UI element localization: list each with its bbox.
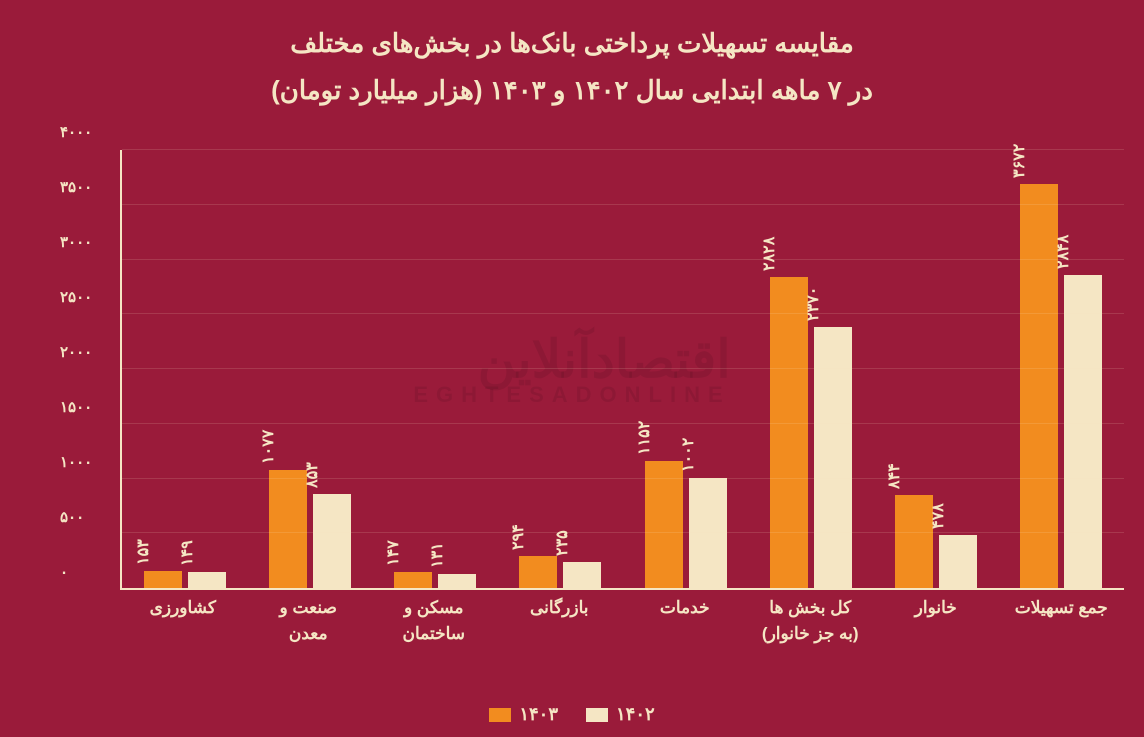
bar-value-label: ۴۷۸ — [928, 504, 948, 530]
bar: ۲۹۴ — [519, 556, 557, 588]
y-tick: ۵۰۰ — [60, 508, 110, 526]
bar-value-label: ۱۱۵۲ — [634, 421, 654, 455]
y-tick: ۴۰۰۰ — [60, 123, 110, 141]
grid-line — [122, 478, 1124, 479]
bar-value-label: ۲۸۲۸ — [759, 237, 779, 271]
bar-value-label: ۱۴۷ — [383, 540, 403, 566]
chart-title: مقایسه تسهیلات پرداختی بانک‌ها در بخش‌ها… — [0, 0, 1144, 114]
plot-area: ۱۵۳۱۴۹۱۰۷۷۸۵۳۱۴۷۱۳۱۲۹۴۲۳۵۱۱۵۲۱۰۰۲۲۸۲۸۲۳۷… — [120, 150, 1124, 590]
bar-value-label: ۱۳۱ — [427, 542, 447, 568]
x-label: صنعت ومعدن — [253, 595, 363, 646]
y-tick: ۱۵۰۰ — [60, 398, 110, 416]
bar-group: ۱۵۳ ۱۴۹ — [144, 571, 226, 588]
y-axis: ۰۵۰۰۱۰۰۰۱۵۰۰۲۰۰۰۲۵۰۰۳۰۰۰۳۵۰۰۴۰۰۰ — [60, 150, 110, 590]
bar: ۱۴۹ — [188, 572, 226, 588]
x-label: خدمات — [630, 595, 740, 646]
bar: ۲۳۷۰ — [814, 327, 852, 588]
legend-item: ۱۴۰۳ — [489, 704, 558, 725]
y-tick: ۳۰۰۰ — [60, 233, 110, 251]
bar-group: ۸۴۴۴۷۸ — [895, 495, 977, 588]
bar-value-label: ۱۰۰۲ — [678, 437, 698, 471]
legend-label: ۱۴۰۳ — [519, 704, 558, 725]
grid-line — [122, 149, 1124, 150]
bar: ۴۷۸ — [939, 535, 977, 588]
y-tick: ۲۰۰۰ — [60, 343, 110, 361]
x-label: کشاورزی — [128, 595, 238, 646]
bar: ۱۵۳ — [144, 571, 182, 588]
grid-line — [122, 204, 1124, 205]
x-axis-labels: کشاورزی صنعت ومعدن مسکن وساختمان بازرگانی خد… — [120, 595, 1124, 646]
bar-value-label: ۲۸۴۸ — [1053, 234, 1073, 268]
bar-value-label: ۲۹۴ — [508, 524, 528, 550]
bar-value-label: ۱۰۷۷ — [258, 429, 278, 463]
x-label: مسکن وساختمان — [379, 595, 489, 646]
bar: ۱۴۷ — [394, 572, 432, 588]
y-tick: ۲۵۰۰ — [60, 288, 110, 306]
legend-label: ۱۴۰۲ — [616, 704, 655, 725]
grid-line — [122, 532, 1124, 533]
bar: ۱۳۱ — [438, 574, 476, 588]
bar-group: ۲۹۴۲۳۵ — [519, 556, 601, 588]
title-line-1: مقایسه تسهیلات پرداختی بانک‌ها در بخش‌ها… — [0, 20, 1144, 67]
x-label: بازرگانی — [504, 595, 614, 646]
bar-value-label: ۱۵۳ — [133, 539, 153, 565]
legend-item: ۱۴۰۲ — [586, 704, 655, 725]
bar-group: ۱۴۷ ۱۳۱ — [394, 572, 476, 588]
y-tick: ۳۵۰۰ — [60, 178, 110, 196]
legend-swatch — [489, 708, 511, 722]
bar: ۲۸۴۸ — [1064, 275, 1102, 588]
bar: ۲۸۲۸ — [770, 277, 808, 588]
bar-value-label: ۸۵۳ — [302, 462, 322, 488]
chart-area: ۰۵۰۰۱۰۰۰۱۵۰۰۲۰۰۰۲۵۰۰۳۰۰۰۳۵۰۰۴۰۰۰ ۱۵۳۱۴۹۱… — [60, 150, 1124, 590]
grid-line — [122, 423, 1124, 424]
grid-line — [122, 368, 1124, 369]
legend-swatch — [586, 708, 608, 722]
y-tick: ۱۰۰۰ — [60, 453, 110, 471]
grid-line — [122, 313, 1124, 314]
bar-groups: ۱۵۳۱۴۹۱۰۷۷۸۵۳۱۴۷۱۳۱۲۹۴۲۳۵۱۱۵۲۱۰۰۲۲۸۲۸۲۳۷… — [122, 150, 1124, 588]
bar-value-label: ۲۳۷۰ — [803, 287, 823, 321]
bar-group: ۳۶۷۲۲۸۴۸ — [1020, 184, 1102, 588]
legend: ۱۴۰۳ ۱۴۰۲ — [0, 704, 1144, 725]
bar-group: ۲۸۲۸۲۳۷۰ — [770, 277, 852, 588]
bar-group: ۱۱۵۲۱۰۰۲ — [645, 461, 727, 588]
bar-value-label: ۱۴۹ — [177, 540, 197, 566]
bar-value-label: ۲۳۵ — [552, 530, 572, 556]
bar: ۱۱۵۲ — [645, 461, 683, 588]
bar: ۸۵۳ — [313, 494, 351, 588]
bar-group: ۱۰۷۷۸۵۳ — [269, 470, 351, 588]
bar-value-label: ۸۴۴ — [884, 463, 904, 489]
x-label: کل بخش ها(به جز خانوار) — [755, 595, 865, 646]
title-line-2: در ۷ ماهه ابتدایی سال ۱۴۰۲ و ۱۴۰۳ (هزار … — [0, 67, 1144, 114]
x-label: خانوار — [881, 595, 991, 646]
bar: ۲۳۵ — [563, 562, 601, 588]
x-label: جمع تسهیلات — [1006, 595, 1116, 646]
grid-line — [122, 259, 1124, 260]
y-tick: ۰ — [60, 563, 110, 581]
